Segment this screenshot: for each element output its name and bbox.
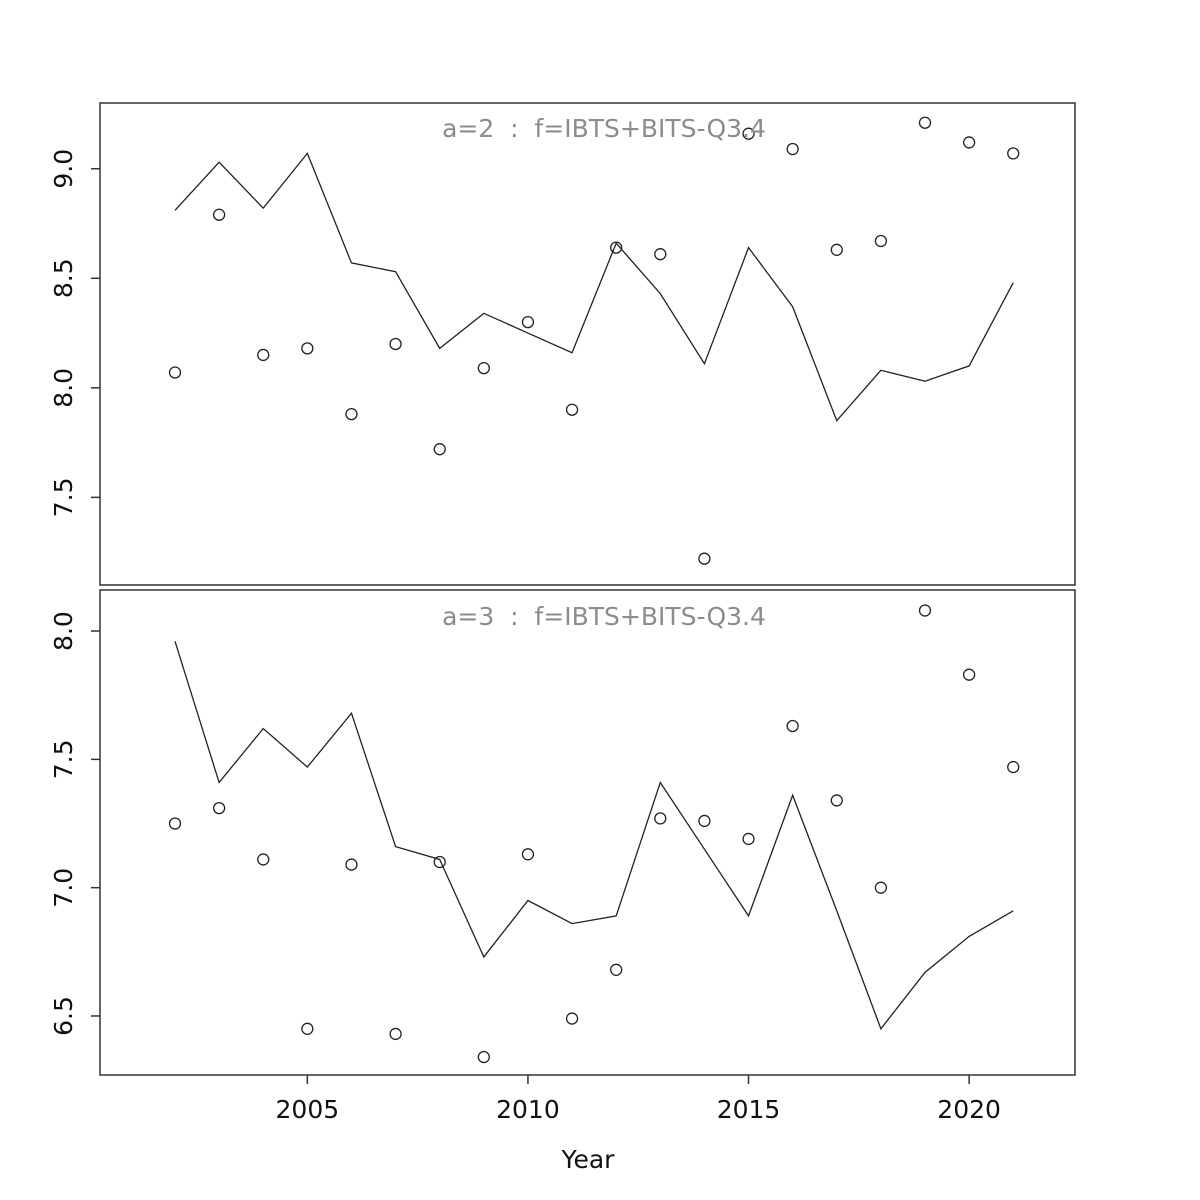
data-point [918,604,932,617]
data-point [521,848,535,861]
x-tick-label: 2010 [496,1095,560,1124]
data-point [742,127,755,140]
data-point [301,1022,314,1035]
plot-border [99,102,1076,586]
fit-line [174,152,1014,422]
data-point [874,881,888,894]
y-tick-label: 8.0 [49,611,78,651]
data-point [874,234,888,248]
panels-group: 7.5 8.0 8.5 9.0 6.5 7.0 7.5 8.0 2005 2010 2015 2020 [49,102,1076,1124]
data-point [168,366,182,379]
data-point [257,853,270,866]
data-point [565,403,579,416]
data-point [918,116,932,129]
data-point [830,794,843,807]
data-point [521,315,535,329]
y-tick-label: 7.0 [49,868,78,908]
data-point [565,1012,579,1025]
y-tick-label: 7.5 [49,477,78,517]
data-point [433,443,446,456]
y-tick-label: 9.0 [49,149,78,189]
x-axis-title: Year [561,1145,616,1174]
data-point [168,817,182,830]
data-point [654,248,667,261]
y-tick-label: 8.5 [49,258,78,298]
data-point [698,552,711,565]
data-point [301,342,314,355]
data-point [345,858,358,871]
x-tick-label: 2015 [717,1095,781,1124]
data-point [477,361,490,375]
data-point [610,963,623,976]
data-point [962,136,976,149]
panel-title-a2: a=2 : f=IBTS+BITS-Q3.4 [442,114,766,143]
y-tick-label: 6.5 [49,996,78,1036]
data-point [389,1027,402,1041]
x-tick-label: 2005 [276,1095,340,1124]
data-point [786,142,799,156]
data-point [212,801,226,815]
data-point [698,814,711,828]
data-point [742,832,755,846]
y-tick-label: 8.0 [49,368,78,408]
data-point [257,348,270,362]
data-point [962,668,976,681]
data-point [654,812,667,825]
data-point [610,241,623,254]
fit-line [174,641,1014,1031]
plot-border [99,589,1076,1076]
data-point [786,719,799,733]
y-tick-label: 7.5 [49,739,78,779]
data-point [212,208,226,221]
data-point [345,407,358,421]
data-point [433,855,446,869]
data-point [830,243,843,256]
x-tick-label: 2020 [937,1095,1001,1124]
data-point [389,337,402,351]
data-point [1007,147,1020,160]
data-point [1007,760,1020,774]
data-point [477,1050,490,1064]
panel-title-a3: a=3 : f=IBTS+BITS-Q3.4 [442,602,766,631]
